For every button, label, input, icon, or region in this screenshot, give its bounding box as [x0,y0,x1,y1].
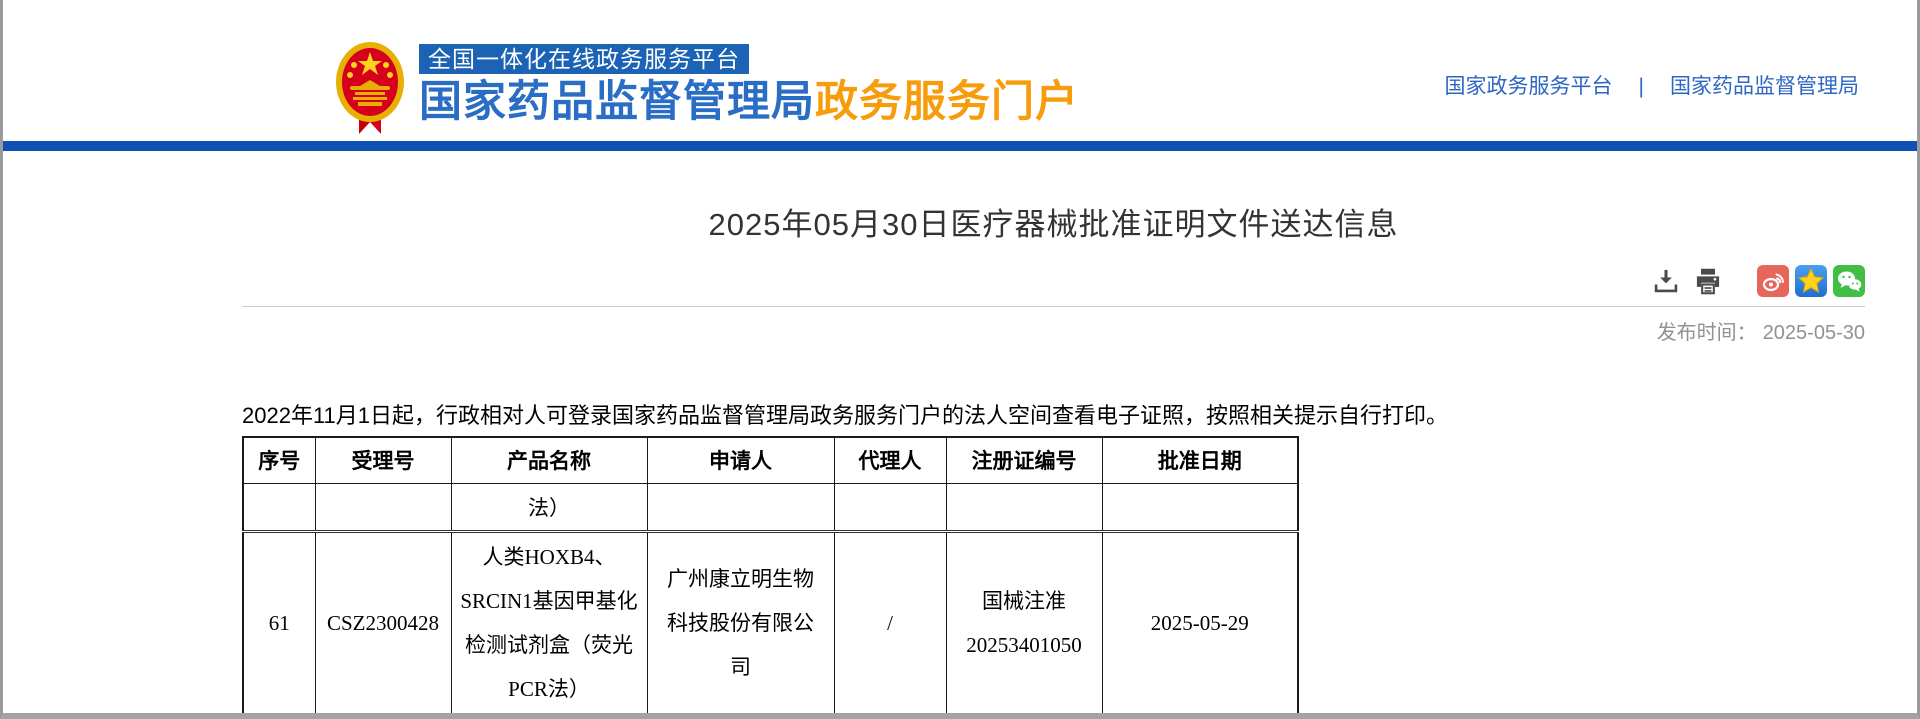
cell-agent [833,482,947,532]
notice-text: 2022年11月1日起，行政相对人可登录国家药品监督管理局政务服务门户的法人空间… [242,403,1449,428]
page-title: 2025年05月30日医疗器械批准证明文件送达信息 [708,207,1399,242]
publish-time-label: 发布时间： [1656,322,1757,344]
publish-time: 发布时间： 2025-05-30 [242,316,1865,345]
nav-link-national-gov-platform[interactable]: 国家政务服务平台 [1444,74,1613,98]
cell-approve-date: 2025-05-29 [1101,529,1299,713]
col-header-product: 产品名称 [450,436,648,484]
table-header-row: 序号 受理号 产品名称 申请人 代理人 注册证编号 批准日期 [242,436,1299,484]
publish-time-value: 2025-05-30 [1762,322,1865,344]
cell-seq [242,712,316,713]
site-logo[interactable]: 全国一体化在线政务服务平台 国家药品监督管理局政务服务门户 [333,8,1079,134]
col-header-applicant: 申请人 [646,436,835,484]
cell-applicant [646,712,835,713]
header-divider-bar [3,141,1917,151]
cell-product: 轮状病毒、诺如病 [450,712,648,713]
main-content: 2025年05月30日医疗器械批准证明文件送达信息 [242,199,1865,713]
platform-badge: 全国一体化在线政务服务平台 [419,43,749,74]
cell-seq: 61 [242,529,316,713]
cell-approve-date [1101,712,1299,713]
col-header-accept-no: 受理号 [314,436,452,484]
weibo-share-icon[interactable] [1757,265,1789,297]
download-icon[interactable] [1651,266,1681,296]
cell-applicant [646,482,835,532]
qzone-share-icon[interactable] [1795,265,1827,297]
cell-reg-no: 国械注准 20253401050 [945,529,1103,713]
approval-table: 序号 受理号 产品名称 申请人 代理人 注册证编号 批准日期 法） [242,436,1299,713]
site-header: 全国一体化在线政务服务平台 国家药品监督管理局政务服务门户 国家政务服务平台 | 国… [3,0,1917,141]
brand-text: 全国一体化在线政务服务平台 国家药品监督管理局政务服务门户 [419,43,1079,128]
cell-accept-no: CSZ2300428 [314,529,452,713]
cell-product: 法） [450,482,648,532]
site-title: 国家药品监督管理局政务服务门户 [419,76,1079,128]
site-title-accent: 政务服务门户 [815,77,1079,126]
toolbar [242,264,1865,298]
cell-seq [242,482,316,532]
col-header-reg-no: 注册证编号 [945,436,1103,484]
print-icon[interactable] [1693,266,1723,296]
cell-accept-no [314,712,452,713]
national-emblem-icon [336,41,404,134]
cell-agent: / [833,529,947,713]
cell-approve-date [1101,482,1299,532]
cell-accept-no [314,482,452,532]
cell-applicant: 广州康立明生物 科技股份有限公 司 [646,529,835,713]
nav-link-nmpa[interactable]: 国家药品监督管理局 [1670,74,1859,98]
site-title-main: 国家药品监督管理局 [419,77,815,126]
wechat-share-icon[interactable] [1833,265,1865,297]
table-row: 轮状病毒、诺如病 [242,712,1299,713]
table-row: 法） [242,482,1299,532]
col-header-agent: 代理人 [833,436,947,484]
header-nav: 国家政务服务平台 | 国家药品监督管理局 [1445,70,1859,100]
cell-product: 人类HOXB4、 SRCIN1基因甲基化 检测试剂盒（荧光 PCR法） [450,529,648,713]
cell-agent [833,712,947,713]
cell-reg-no [945,482,1103,532]
title-separator [242,306,1865,307]
cell-reg-no [945,712,1103,713]
nav-divider: | [1638,74,1644,98]
col-header-seq: 序号 [242,436,316,484]
col-header-approve-date: 批准日期 [1101,436,1299,484]
table-row: 61 CSZ2300428 人类HOXB4、 SRCIN1基因甲基化 检测试剂盒… [242,529,1299,713]
